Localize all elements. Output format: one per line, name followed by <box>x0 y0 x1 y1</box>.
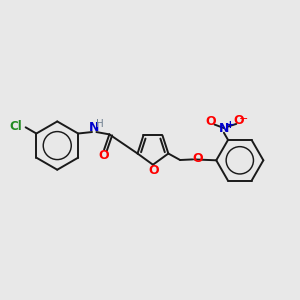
Text: O: O <box>233 115 244 128</box>
Text: O: O <box>206 115 216 128</box>
Text: N: N <box>89 122 100 134</box>
Text: −: − <box>239 114 248 124</box>
Text: H: H <box>96 119 104 129</box>
Text: O: O <box>98 148 109 161</box>
Text: O: O <box>193 152 203 165</box>
Text: O: O <box>148 164 159 177</box>
Text: +: + <box>226 119 235 130</box>
Text: Cl: Cl <box>9 120 22 133</box>
Text: N: N <box>219 122 230 135</box>
